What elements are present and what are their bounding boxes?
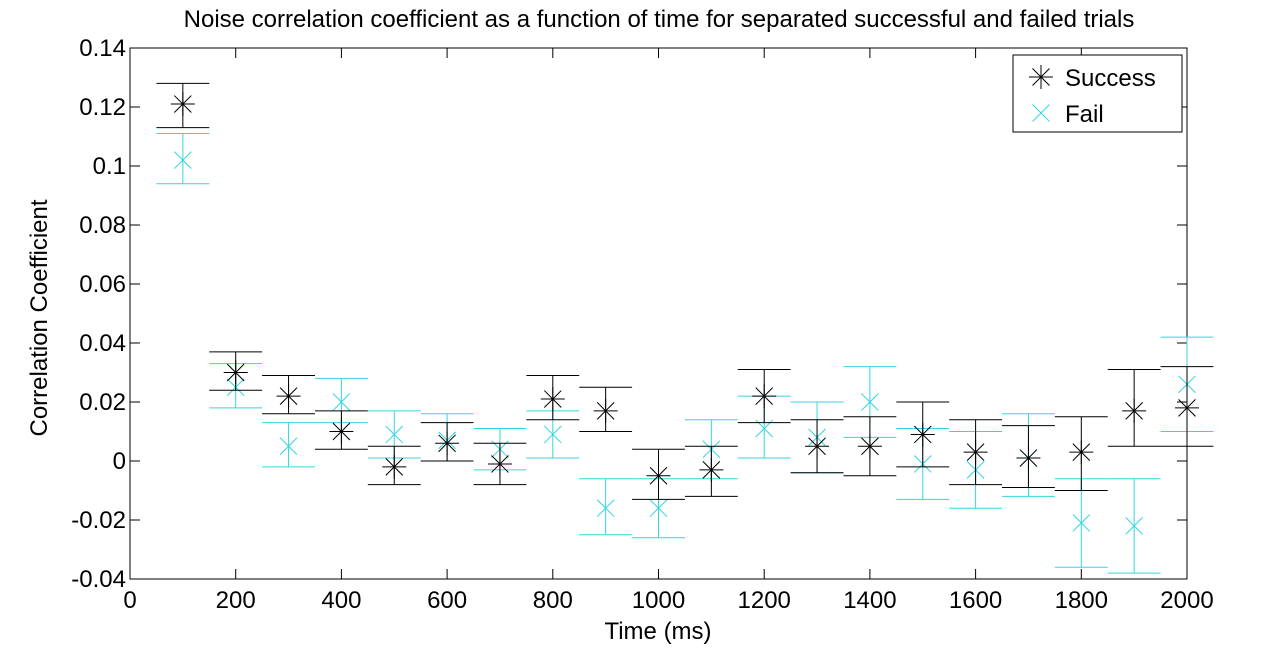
data-point (1125, 517, 1143, 535)
data-point (329, 419, 354, 444)
data-point (857, 434, 882, 459)
marker-stroke (966, 443, 985, 461)
y-tick-label: 0.02 (79, 389, 126, 416)
marker-stroke (543, 425, 562, 444)
marker-stroke (596, 402, 615, 420)
y-axis-label: Correlation Coefficient (26, 199, 53, 436)
data-point (593, 398, 618, 423)
data-point (910, 422, 935, 447)
data-point (543, 425, 562, 444)
marker-stroke (649, 499, 668, 518)
marker-stroke (279, 387, 298, 405)
x-tick-label: 600 (427, 587, 467, 614)
marker-stroke (543, 390, 562, 408)
marker-stroke (1019, 449, 1038, 467)
data-point (487, 451, 512, 476)
data-point (752, 384, 777, 409)
marker-stroke (755, 387, 774, 405)
marker-stroke (1032, 68, 1050, 86)
data-point (861, 393, 879, 411)
data-point (540, 387, 565, 412)
data-point (1122, 398, 1147, 423)
data-point (276, 384, 301, 409)
error-bar (579, 478, 633, 536)
y-tick-label: 0.14 (79, 35, 126, 62)
data-point (435, 431, 460, 456)
legend-label-fail: Fail (1065, 101, 1104, 128)
legend: Success Fail (1012, 54, 1183, 133)
y-tick-label: 0.04 (79, 330, 126, 357)
series-success (156, 82, 1214, 500)
data-point (649, 499, 668, 518)
legend-label-success: Success (1065, 65, 1156, 92)
data-point (699, 457, 724, 482)
x-tick-label: 200 (216, 587, 256, 614)
marker-stroke (279, 437, 298, 456)
data-point (1016, 446, 1041, 471)
marker-stroke (385, 458, 404, 476)
x-axis-label: Time (ms) (604, 618, 711, 645)
marker-stroke (438, 434, 456, 453)
data-point (1175, 395, 1199, 420)
marker-stroke (174, 151, 192, 169)
data-point (1072, 514, 1091, 532)
y-tick-label: 0.1 (93, 153, 126, 180)
marker-stroke (702, 461, 721, 479)
data-point (170, 92, 195, 117)
y-tick-label: 0.12 (79, 94, 126, 121)
marker-stroke (332, 422, 351, 441)
x-tick-label: 800 (533, 587, 573, 614)
legend-marker-success (1029, 65, 1053, 89)
marker-stroke (1178, 399, 1196, 417)
x-tick-label: 1800 (1055, 587, 1108, 614)
x-tick-label: 2000 (1160, 587, 1213, 614)
marker-stroke (861, 393, 879, 411)
marker-stroke (1032, 104, 1050, 122)
data-point (279, 437, 298, 456)
data-point (174, 151, 192, 169)
data-point (963, 440, 988, 465)
y-tick-label: 0 (113, 448, 126, 475)
marker-stroke (861, 437, 879, 456)
marker-stroke (808, 437, 826, 456)
marker-stroke (1125, 517, 1143, 535)
marker-stroke (1072, 443, 1091, 461)
data-point (332, 393, 351, 411)
data-point (1069, 440, 1094, 465)
data-point (385, 425, 404, 444)
y-tick-label: -0.04 (71, 566, 126, 593)
data-point (223, 360, 248, 385)
x-tick-label: 1600 (949, 587, 1002, 614)
x-tick-label: 0 (123, 587, 136, 614)
marker-stroke (913, 425, 932, 444)
data-point (382, 454, 407, 479)
x-tick-label: 1200 (738, 587, 791, 614)
y-tick-label: 0.06 (79, 271, 126, 298)
marker-stroke (596, 499, 615, 518)
marker-stroke (385, 425, 404, 444)
error-bar (156, 133, 210, 185)
y-tick-label: 0.08 (79, 212, 126, 239)
marker-stroke (174, 95, 192, 113)
plot-area: 0 200 400 600 800 1000 1200 1400 1600 1800 2000 -0.… (71, 35, 1213, 614)
data-point (646, 463, 671, 488)
x-tick-label: 400 (321, 587, 361, 614)
marker-stroke (1072, 514, 1091, 532)
marker-stroke (1125, 402, 1143, 420)
data-point (596, 499, 615, 518)
marker-stroke (226, 363, 245, 382)
y-tick-label: -0.02 (71, 507, 126, 534)
error-bar (262, 422, 315, 468)
data-point (805, 434, 830, 459)
legend-marker-fail (1032, 104, 1050, 122)
marker-stroke (649, 466, 668, 485)
marker-stroke (332, 393, 351, 411)
marker-stroke (491, 455, 509, 473)
chart-title: Noise correlation coefficient as a funct… (184, 6, 1135, 33)
x-tick-label: 1000 (632, 587, 685, 614)
x-tick-label: 1400 (843, 587, 896, 614)
